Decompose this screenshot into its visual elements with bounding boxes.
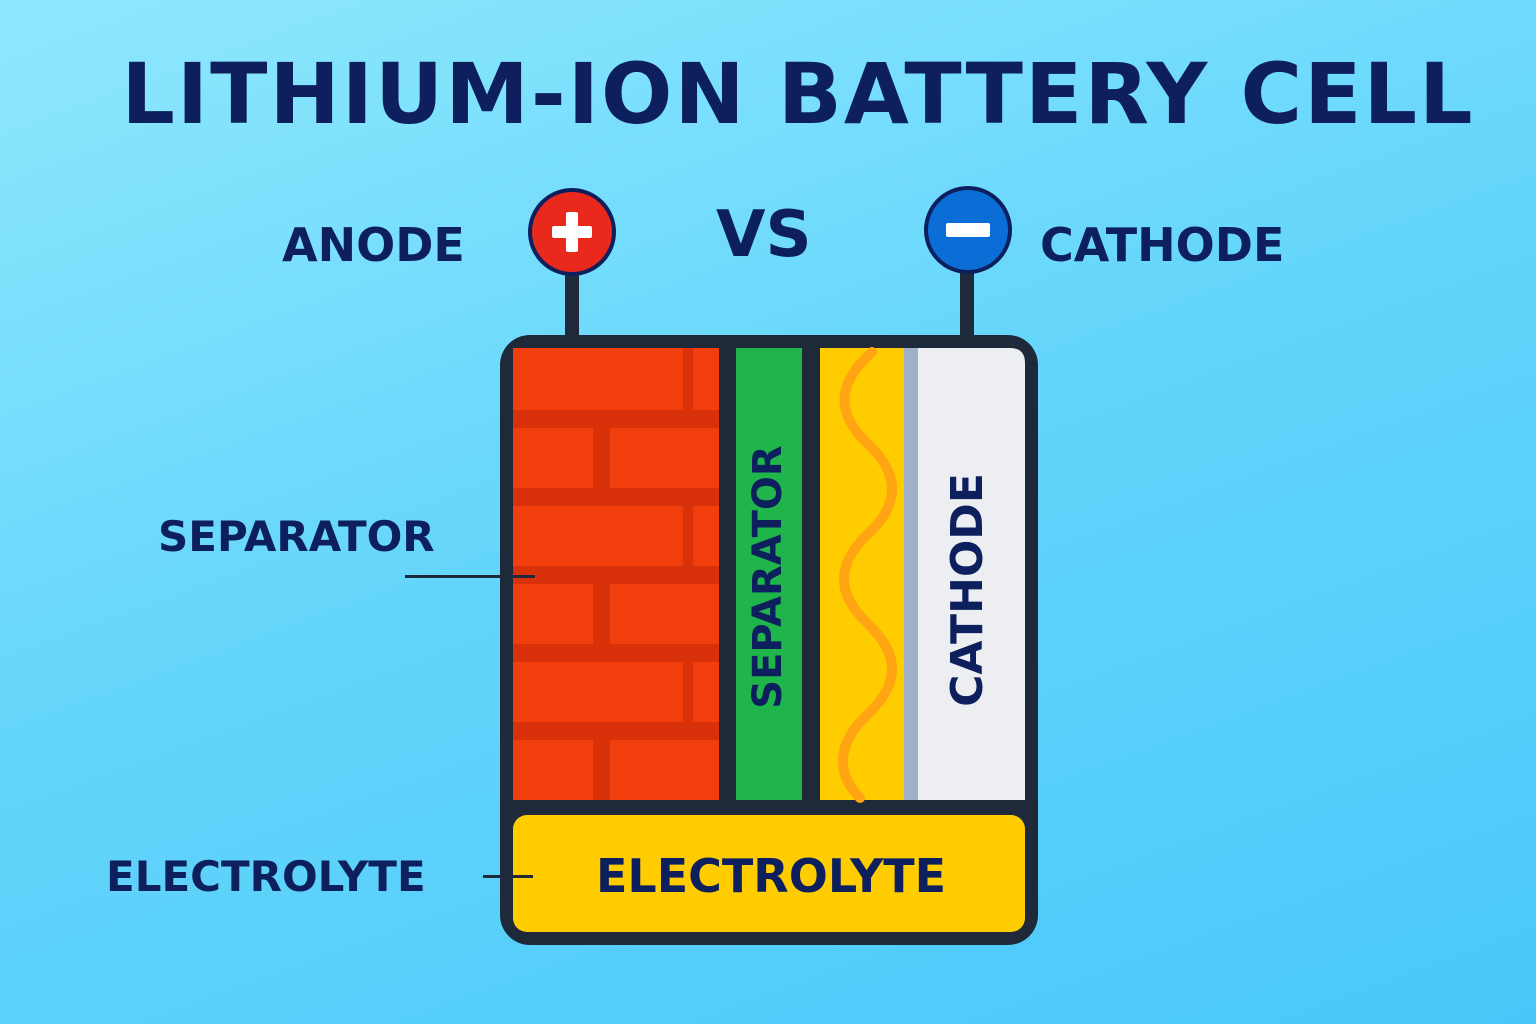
yellow-layer xyxy=(820,348,904,800)
negative-terminal-post xyxy=(960,268,974,338)
minus-icon xyxy=(924,186,1012,274)
electrolyte-layer-label: ELECTROLYTE xyxy=(596,849,947,903)
anode-label: ANODE xyxy=(282,218,465,272)
separator-layer-label: SEPARATOR xyxy=(745,445,791,709)
collector-strip xyxy=(904,348,918,800)
anode-layer xyxy=(513,348,719,800)
cathode-layer xyxy=(918,348,1025,800)
cathode-label: CATHODE xyxy=(1040,218,1285,272)
separator-layer xyxy=(736,348,802,800)
wave-line xyxy=(837,347,897,803)
electrolyte-callout-label: ELECTROLYTE xyxy=(106,852,426,901)
positive-terminal-post xyxy=(565,268,579,338)
plus-icon xyxy=(528,188,616,276)
electrolyte-layer xyxy=(513,815,1025,932)
electrolyte-leader-line xyxy=(483,875,533,878)
diagram-title: LITHIUM-ION BATTERY CELL xyxy=(121,45,1475,143)
separator-leader-line xyxy=(405,575,535,578)
separator-callout-label: SEPARATOR xyxy=(158,512,435,561)
cathode-layer-label: CATHODE xyxy=(942,473,993,707)
vs-label: VS xyxy=(716,198,812,272)
